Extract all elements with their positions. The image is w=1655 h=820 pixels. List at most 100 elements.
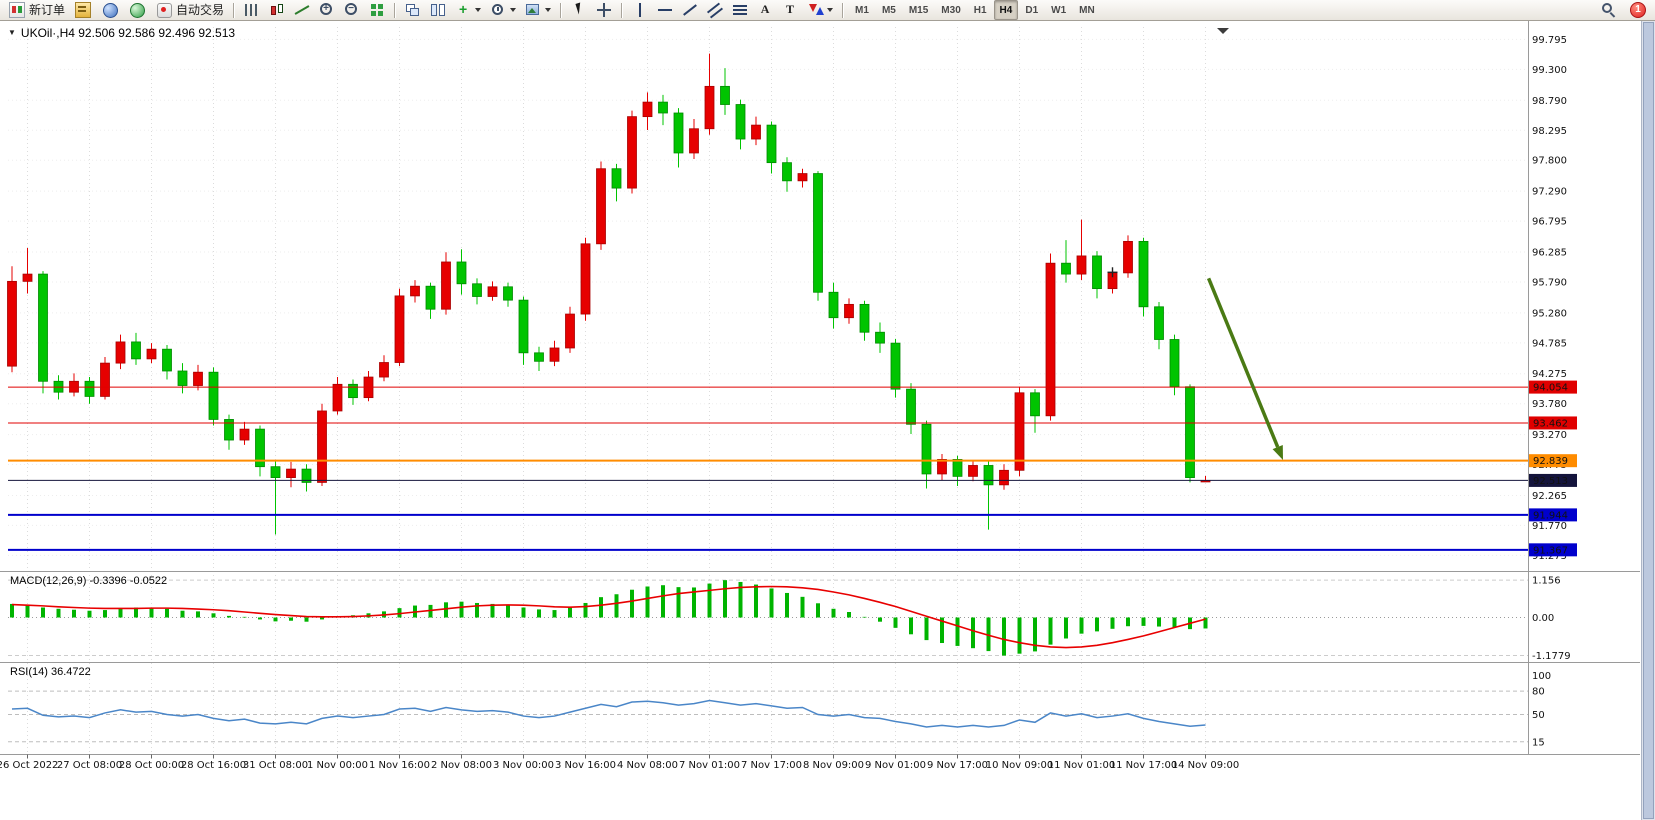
cursor-icon bbox=[571, 2, 587, 18]
svg-text:92.839: 92.839 bbox=[1533, 456, 1568, 467]
svg-text:28 Oct 00:00: 28 Oct 00:00 bbox=[119, 760, 184, 771]
macd-label: MACD(12,26,9) -0.3396 -0.0522 bbox=[10, 575, 168, 587]
svg-text:94.275: 94.275 bbox=[1532, 369, 1567, 380]
template-button[interactable] bbox=[521, 0, 555, 20]
zoom-in-button[interactable] bbox=[315, 0, 339, 20]
rsi-panel: 100 80 50 15 bbox=[8, 671, 1551, 748]
svg-text:94.785: 94.785 bbox=[1532, 338, 1567, 349]
symbol-dropdown-icon[interactable]: ▼ bbox=[8, 28, 16, 37]
svg-text:80: 80 bbox=[1532, 687, 1545, 698]
tf-m30-button[interactable]: M30 bbox=[941, 4, 961, 16]
terminal-icon bbox=[129, 2, 145, 18]
tf-d1-button[interactable]: D1 bbox=[1025, 4, 1039, 16]
new-order-button[interactable]: 新订单 bbox=[4, 0, 69, 20]
svg-text:31 Oct 08:00: 31 Oct 08:00 bbox=[243, 760, 308, 771]
clock-icon bbox=[490, 2, 506, 18]
market-watch-button[interactable] bbox=[70, 0, 96, 20]
svg-text:97.800: 97.800 bbox=[1532, 156, 1567, 167]
new-order-button-label: 新订单 bbox=[29, 3, 66, 17]
toolbar-separator bbox=[621, 2, 624, 18]
zoomout-icon bbox=[344, 2, 360, 18]
text-label-button[interactable] bbox=[778, 0, 802, 20]
caret-down-icon bbox=[510, 8, 517, 12]
svg-text:8 Nov 09:00: 8 Nov 09:00 bbox=[803, 760, 864, 771]
tf-mn-button[interactable]: MN bbox=[1079, 4, 1095, 16]
toolbar-separator bbox=[560, 2, 563, 18]
notifications-badge[interactable]: 1 bbox=[1630, 2, 1646, 18]
autotrading-button-label: 自动交易 bbox=[176, 3, 225, 17]
line-chart-button[interactable] bbox=[290, 0, 314, 20]
candles-icon bbox=[269, 2, 285, 18]
autotrading-button[interactable]: 自动交易 bbox=[151, 0, 228, 20]
text-button[interactable] bbox=[753, 0, 777, 20]
svg-text:3 Nov 16:00: 3 Nov 16:00 bbox=[555, 760, 616, 771]
cursor-button[interactable] bbox=[567, 0, 591, 20]
svg-text:27 Oct 08:00: 27 Oct 08:00 bbox=[57, 760, 122, 771]
svg-text:15: 15 bbox=[1532, 737, 1545, 748]
vertical-scrollbar[interactable] bbox=[1641, 21, 1655, 820]
svg-text:7 Nov 17:00: 7 Nov 17:00 bbox=[741, 760, 802, 771]
candlestick-chart-button[interactable] bbox=[265, 0, 289, 20]
toolbar-separator bbox=[233, 2, 236, 18]
trendline-button[interactable] bbox=[678, 0, 702, 20]
toolbar: 新订单 自动交易 M1 M5 M15 M30 H1 H4 D1 W1 MN 1 bbox=[0, 0, 1655, 21]
search-button[interactable] bbox=[1597, 0, 1621, 20]
tf-m15-button[interactable]: M15 bbox=[908, 4, 929, 16]
vline-icon bbox=[632, 2, 648, 18]
chart-shift-button[interactable] bbox=[426, 0, 450, 20]
neworder-icon bbox=[9, 2, 25, 18]
price-axis: 99.795 99.300 98.790 98.295 97.800 97.290 96.7… bbox=[1532, 35, 1567, 562]
crosshair-button[interactable] bbox=[592, 0, 616, 20]
svg-text:2 Nov 08:00: 2 Nov 08:00 bbox=[431, 760, 492, 771]
level-lines[interactable]: 94.054 93.462 92.839 92.513 91.944 91.367 bbox=[8, 380, 1577, 557]
scrollbar-thumb[interactable] bbox=[1643, 22, 1654, 819]
symbol-header: ▼ UKOil·,H4 92.506 92.586 92.496 92.513 bbox=[8, 26, 235, 40]
cross-object-marker[interactable] bbox=[1107, 267, 1118, 278]
svg-text:91.275: 91.275 bbox=[1532, 551, 1567, 562]
arrows-icon bbox=[807, 2, 825, 18]
svg-text:1 Nov 00:00: 1 Nov 00:00 bbox=[307, 760, 368, 771]
tf-m5-button[interactable]: M5 bbox=[881, 4, 896, 16]
marketwatch-icon bbox=[75, 2, 92, 18]
svg-text:99.795: 99.795 bbox=[1532, 35, 1567, 46]
svg-text:7 Nov 01:00: 7 Nov 01:00 bbox=[679, 760, 740, 771]
svg-text:0.00: 0.00 bbox=[1532, 613, 1554, 624]
macd-panel: 1.156 0.00 -1.1779 bbox=[8, 576, 1571, 662]
labelT-icon bbox=[782, 2, 798, 18]
svg-text:93.462: 93.462 bbox=[1533, 418, 1568, 429]
tf-h1-button[interactable]: H1 bbox=[973, 4, 987, 16]
svg-text:97.290: 97.290 bbox=[1532, 187, 1567, 198]
add-indicator-button[interactable] bbox=[451, 0, 485, 20]
trend-arrow-annotation[interactable] bbox=[1206, 277, 1283, 461]
arrows-button[interactable] bbox=[803, 0, 837, 20]
vertical-line-button[interactable] bbox=[628, 0, 652, 20]
navigator-button[interactable] bbox=[97, 0, 123, 20]
svg-text:98.295: 98.295 bbox=[1532, 126, 1567, 137]
channel-button[interactable] bbox=[703, 0, 727, 20]
svg-text:-1.1779: -1.1779 bbox=[1532, 651, 1571, 662]
tf-h4-button[interactable]: H4 bbox=[993, 0, 1019, 20]
zoom-out-button[interactable] bbox=[340, 0, 364, 20]
navigator-icon bbox=[102, 2, 118, 18]
svg-text:98.790: 98.790 bbox=[1532, 96, 1567, 107]
period-select-button[interactable] bbox=[486, 0, 520, 20]
terminal-button[interactable] bbox=[124, 0, 150, 20]
horizontal-line-button[interactable] bbox=[653, 0, 677, 20]
cascade-windows-button[interactable] bbox=[401, 0, 425, 20]
tile-windows-button[interactable] bbox=[365, 0, 389, 20]
toolbar-separator bbox=[394, 2, 397, 18]
template-icon bbox=[525, 2, 541, 18]
crosshair-icon bbox=[596, 2, 612, 18]
tf-w1-button[interactable]: W1 bbox=[1051, 4, 1067, 16]
tf-m1-button[interactable]: M1 bbox=[855, 4, 869, 16]
fibonacci-button[interactable] bbox=[728, 0, 752, 20]
symbol-ohlc-title: UKOil·,H4 92.506 92.586 92.496 92.513 bbox=[20, 26, 236, 40]
chart-shift-marker[interactable] bbox=[1217, 28, 1229, 34]
toolbar-separator bbox=[842, 2, 845, 18]
fibo-icon bbox=[732, 2, 748, 18]
bar-chart-button[interactable] bbox=[240, 0, 264, 20]
chart-canvas[interactable]: 99.795 99.300 98.790 98.295 97.800 97.290 96.7… bbox=[0, 21, 1655, 820]
caret-down-icon bbox=[545, 8, 552, 12]
svg-text:92.513: 92.513 bbox=[1533, 476, 1568, 487]
